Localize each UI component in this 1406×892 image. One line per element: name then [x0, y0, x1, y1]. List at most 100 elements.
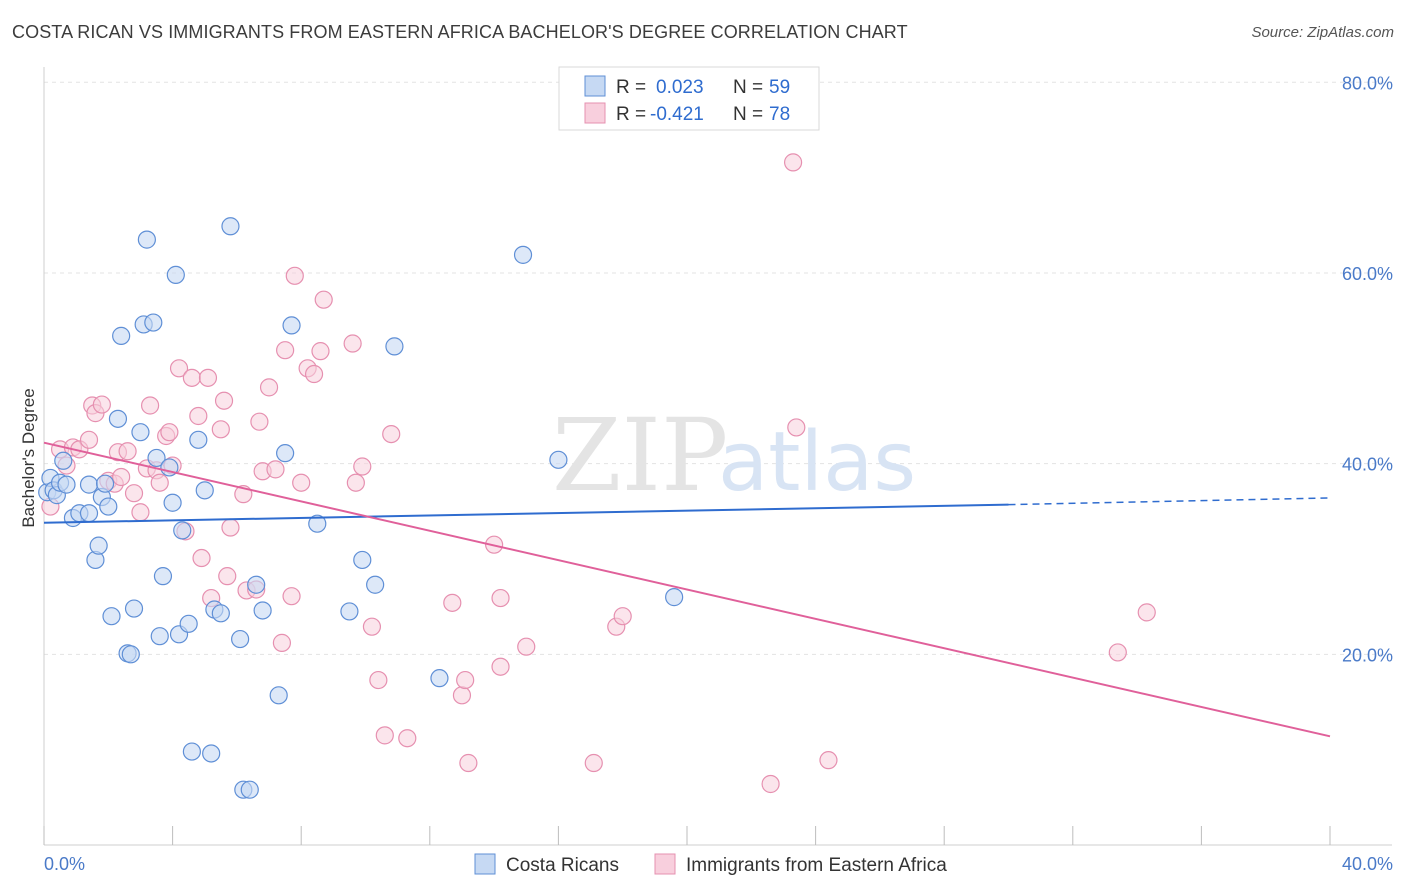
x-tick-labels: 0.0% 40.0% [44, 854, 1393, 874]
legend-r-value: -0.421 [650, 104, 704, 125]
eastern-africa-point [79, 430, 99, 449]
costa-rican-point [121, 645, 140, 664]
costa-rican-point [430, 669, 449, 688]
costa-rican-point [131, 423, 150, 442]
x-tick-label: 0.0% [44, 854, 85, 874]
eastern-africa-point [452, 686, 472, 705]
costa-rican-point [150, 627, 169, 646]
costa-rican-point [79, 475, 99, 494]
y-tick-label: 60.0% [1342, 264, 1393, 284]
eastern-africa-point [292, 473, 311, 492]
stats-legend: R = 0.023 N = 59 R = -0.421 N = 78 [558, 66, 820, 131]
eastern-africa-point [1108, 643, 1127, 662]
eastern-africa-point [118, 442, 137, 461]
eastern-africa-point [182, 368, 201, 387]
eastern-africa-point [250, 412, 269, 431]
legend-n-value: 59 [769, 77, 790, 98]
costa-rican-point [221, 217, 240, 236]
costa-rican-point [153, 567, 173, 586]
series-legend: Costa Ricans Immigrants from Eastern Afr… [474, 853, 947, 876]
eastern-africa-point [459, 753, 478, 773]
source-label: Source: ZipAtlas.com [1251, 24, 1394, 41]
costa-rican-point [54, 451, 73, 470]
costa-rican-point [276, 444, 295, 463]
eastern-africa-point [198, 368, 218, 387]
trend-lines [43, 441, 1331, 738]
eastern-africa-point [131, 503, 150, 522]
costa-rican-point [240, 780, 259, 799]
y-tick-labels: 20.0% 40.0% 60.0% 80.0% [1342, 73, 1393, 665]
eastern-africa-point [343, 334, 362, 353]
legend-r-value: 0.023 [656, 77, 704, 98]
watermark: ZIP atlas [552, 397, 916, 514]
legend-n-label: N = [733, 77, 763, 98]
costa-rican-point [385, 337, 404, 356]
eastern-africa-point [819, 751, 838, 770]
costa-rican-point [173, 521, 192, 540]
x-tick-label: 40.0% [1342, 854, 1393, 874]
eastern-africa-point [169, 359, 189, 378]
costa-rican-trend-extension [1008, 497, 1331, 506]
series-legend-eastern-africa: Immigrants from Eastern Africa [686, 855, 947, 876]
costa-rican-point [340, 602, 359, 621]
eastern-africa-point [189, 406, 208, 426]
eastern-africa-point [160, 423, 179, 442]
costa-rican-point [189, 430, 208, 449]
costa-rican-point [195, 481, 214, 500]
costa-rican-point [247, 575, 266, 594]
axis-layer [43, 67, 1392, 846]
eastern-africa-point [353, 457, 372, 476]
y-tick-label: 80.0% [1342, 73, 1393, 93]
legend-n-value: 78 [769, 104, 790, 125]
costa-rican-point [144, 313, 163, 332]
eastern-africa-point [443, 593, 462, 612]
eastern-africa-point [584, 753, 603, 773]
legend-swatch-costa-ricans [584, 75, 606, 97]
costa-rican-point [269, 686, 288, 705]
eastern-africa-point [272, 633, 292, 652]
eastern-africa-point [1137, 603, 1156, 622]
y-tick-label: 40.0% [1342, 455, 1393, 475]
eastern-africa-point [398, 729, 417, 748]
eastern-africa-point [211, 420, 230, 439]
eastern-africa-point [456, 670, 475, 690]
eastern-africa-point [92, 395, 111, 414]
eastern-africa-point [311, 342, 330, 361]
eastern-africa-point [787, 418, 806, 437]
eastern-africa-point [491, 657, 510, 676]
costa-rican-point [202, 744, 221, 763]
grid-layer [44, 81, 1392, 655]
costa-rican-point [95, 474, 115, 493]
costa-rican-point [112, 326, 131, 345]
costa-rican-point [308, 514, 327, 533]
eastern-africa-point [150, 473, 169, 492]
eastern-africa-point [124, 484, 144, 503]
costa-rican-point [549, 450, 568, 469]
series-legend-costa-ricans: Costa Ricans [506, 855, 619, 876]
costa-rican-point [513, 245, 533, 264]
eastern-africa-point [276, 341, 295, 360]
eastern-africa-point [375, 726, 394, 745]
costa-rican-point [99, 497, 118, 516]
eastern-africa-point [369, 670, 388, 690]
costa-rican-point [166, 265, 185, 284]
chart-title: COSTA RICAN VS IMMIGRANTS FROM EASTERN A… [12, 22, 908, 42]
eastern-africa-point [282, 587, 301, 606]
eastern-africa-point [314, 290, 333, 309]
costa-rican-point [353, 550, 372, 570]
costa-rican-point [282, 316, 301, 335]
eastern-africa-trend-line [43, 441, 1331, 738]
legend-swatch-eastern-africa [584, 102, 606, 124]
eastern-africa-point [362, 617, 382, 636]
eastern-africa-point [192, 548, 211, 568]
costa-rican-point [57, 475, 76, 494]
eastern-africa-point [259, 378, 279, 397]
eastern-africa-point [140, 396, 160, 415]
costa-rican-points [38, 217, 684, 799]
costa-rican-point [102, 607, 121, 626]
eastern-africa-point [346, 473, 365, 492]
eastern-africa-point [613, 607, 632, 626]
eastern-africa-point [783, 153, 803, 172]
y-tick-label: 20.0% [1342, 645, 1393, 665]
eastern-africa-point [218, 567, 237, 586]
